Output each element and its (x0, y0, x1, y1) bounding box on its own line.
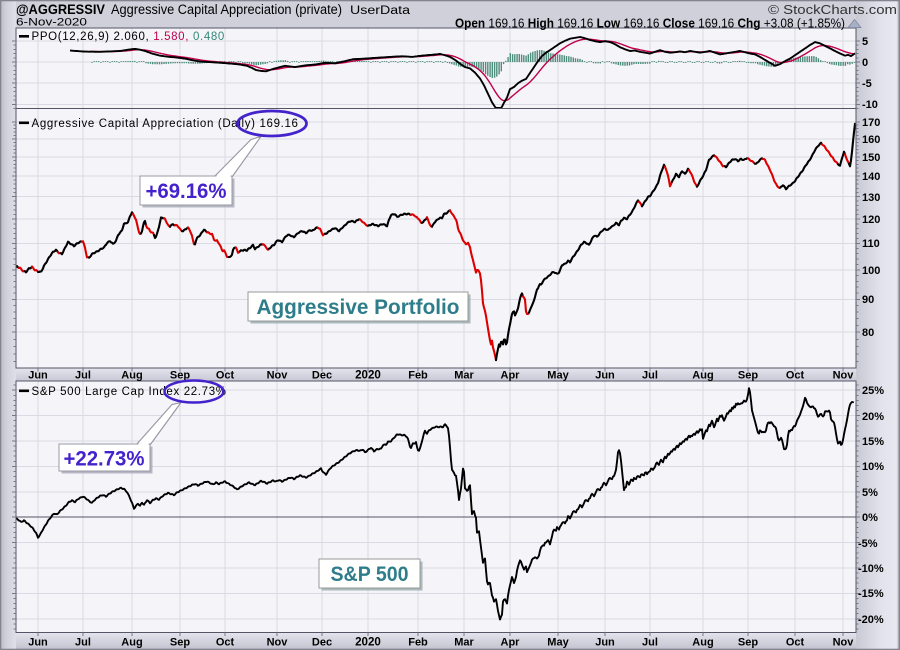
svg-text:Aug: Aug (692, 370, 713, 382)
svg-text:S&P 500 Large Cap Index 22.73%: S&P 500 Large Cap Index 22.73% (32, 386, 227, 398)
svg-text:Jun: Jun (28, 637, 48, 649)
svg-text:2020: 2020 (355, 636, 381, 649)
svg-text:5%: 5% (862, 487, 878, 499)
svg-text:160: 160 (862, 134, 880, 146)
svg-text:UserData: UserData (350, 5, 411, 17)
svg-text:25%: 25% (862, 385, 884, 397)
svg-text:6-Nov-2020: 6-Nov-2020 (16, 17, 87, 29)
svg-text:Aug: Aug (121, 637, 142, 649)
svg-text:Sep: Sep (170, 370, 190, 382)
svg-text:0%: 0% (862, 512, 878, 524)
svg-text:Oct: Oct (786, 370, 805, 382)
svg-text:0: 0 (862, 57, 868, 69)
svg-text:Mar: Mar (454, 637, 474, 649)
svg-text:110: 110 (862, 238, 880, 250)
svg-text:130: 130 (862, 192, 880, 204)
svg-text:Nov: Nov (267, 370, 289, 382)
svg-text:80: 80 (862, 327, 874, 339)
svg-text:Jul: Jul (642, 370, 658, 382)
svg-text:Oct: Oct (216, 370, 235, 382)
svg-text:Mar: Mar (454, 370, 474, 382)
svg-text:90: 90 (862, 294, 874, 306)
svg-text:Open 169.16 High 169.16 Low 16: Open 169.16 High 169.16 Low 169.16 Close… (455, 17, 845, 31)
svg-text:Dec: Dec (312, 370, 332, 382)
svg-text:Feb: Feb (408, 370, 428, 382)
svg-text:Nov: Nov (833, 370, 855, 382)
svg-text:May: May (547, 637, 569, 649)
svg-text:140: 140 (862, 171, 880, 183)
svg-text:150: 150 (862, 152, 880, 164)
svg-text:Feb: Feb (408, 637, 428, 649)
svg-text:-15%: -15% (858, 588, 884, 600)
svg-text:+69.16%: +69.16% (146, 180, 227, 203)
svg-text:© StockCharts.com: © StockCharts.com (768, 2, 897, 17)
svg-text:Apr: Apr (501, 637, 521, 649)
svg-text:5: 5 (862, 36, 868, 48)
svg-text:Nov: Nov (833, 637, 855, 649)
svg-text:120: 120 (862, 214, 880, 226)
svg-text:Sep: Sep (738, 370, 758, 382)
svg-text:Jul: Jul (75, 370, 91, 382)
svg-text:-10: -10 (862, 99, 878, 111)
svg-text:Jun: Jun (595, 637, 615, 649)
svg-text:S&P 500: S&P 500 (331, 563, 409, 586)
svg-text:Aug: Aug (121, 370, 142, 382)
svg-text:Jun: Jun (28, 370, 48, 382)
svg-text:+22.73%: +22.73% (64, 448, 145, 471)
svg-text:Aug: Aug (692, 637, 713, 649)
svg-text:170: 170 (862, 117, 880, 129)
svg-text:-5%: -5% (858, 538, 878, 550)
svg-text:-5: -5 (862, 78, 872, 90)
svg-text:Jun: Jun (595, 370, 615, 382)
svg-text:Oct: Oct (216, 637, 235, 649)
svg-text:Jul: Jul (75, 637, 91, 649)
svg-text:Dec: Dec (312, 637, 332, 649)
svg-text:PPO(12,26,9) 2.060, 1.580, 0.4: PPO(12,26,9) 2.060, 1.580, 0.480 (32, 31, 225, 43)
svg-text:Apr: Apr (501, 370, 521, 382)
svg-text:-20%: -20% (858, 614, 884, 626)
svg-text:Aggressive Capital Appreciatio: Aggressive Capital Appreciation (private… (111, 2, 342, 17)
svg-text:Aggressive Capital Appreciatio: Aggressive Capital Appreciation (Daily) … (32, 118, 299, 130)
svg-text:Sep: Sep (738, 637, 758, 649)
svg-text:100: 100 (862, 265, 880, 277)
svg-text:15%: 15% (862, 436, 884, 448)
svg-text:Jul: Jul (642, 637, 658, 649)
svg-text:20%: 20% (862, 411, 884, 423)
svg-text:May: May (547, 370, 569, 382)
svg-text:-10%: -10% (858, 563, 884, 575)
svg-text:@AGGRESSIV: @AGGRESSIV (16, 1, 106, 17)
svg-text:Aggressive Portfolio: Aggressive Portfolio (257, 296, 460, 319)
svg-text:Oct: Oct (786, 637, 805, 649)
svg-text:10%: 10% (862, 461, 884, 473)
svg-text:2020: 2020 (355, 369, 381, 382)
svg-text:Sep: Sep (170, 637, 190, 649)
svg-text:Nov: Nov (267, 637, 289, 649)
